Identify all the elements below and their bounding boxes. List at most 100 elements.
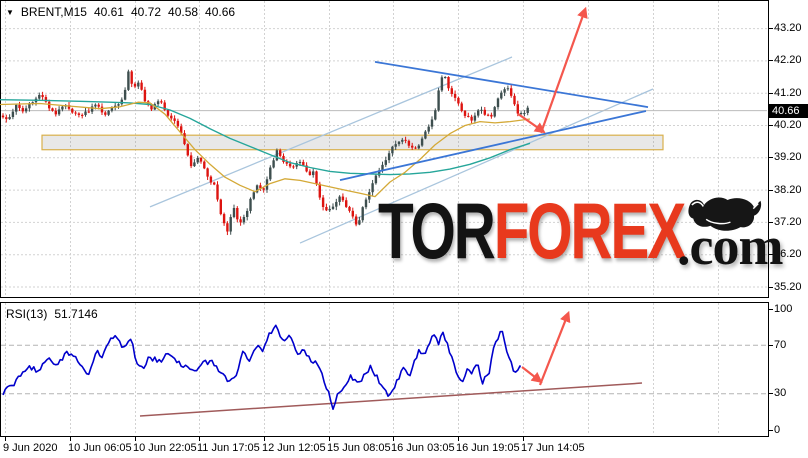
candle-body (440, 77, 444, 91)
rsi-indicator-panel[interactable]: RSI(13) 51.7146 (0, 302, 769, 437)
candle-body (378, 170, 381, 176)
candle-body (156, 101, 160, 105)
candle-body (473, 115, 477, 121)
candle-body (239, 219, 242, 223)
candle-body (262, 188, 265, 190)
main-chart-panel[interactable]: ▼ BRENT,M15 40.61 40.72 40.58 40.66 TORF… (0, 0, 783, 298)
time-tick-label: 17 Jun 14:05 (521, 442, 585, 454)
time-tick-mark (70, 437, 71, 441)
time-tick-label: 10 Jun 06:05 (68, 442, 132, 454)
candle-body (189, 155, 193, 167)
price-axis[interactable]: 43.20 42.20 41.20 40.20 39.20 38.20 37.20 36.20… (769, 0, 808, 298)
bullish-projection-arrow[interactable] (539, 6, 588, 134)
candle-body (308, 171, 312, 176)
candle-body (90, 106, 94, 112)
candle-body (28, 103, 31, 109)
candle-body (427, 126, 430, 132)
candle-body (160, 101, 163, 103)
candle-body (229, 217, 232, 232)
time-tick-mark (523, 437, 524, 441)
candle-body (414, 147, 417, 149)
candle-body (483, 109, 486, 115)
candle-body (54, 110, 57, 115)
symbol-timeframe-label: BRENT,M15 (20, 5, 87, 19)
candle-body (434, 110, 437, 120)
candle-body (127, 71, 130, 90)
candle-body (5, 117, 8, 120)
candle-body (242, 216, 246, 223)
price-tick-mark (769, 221, 773, 223)
rsi-tick-mark (769, 308, 773, 310)
candle-body (57, 109, 61, 115)
time-tick-label: 12 Jun 12:05 (262, 442, 326, 454)
candle-body (282, 155, 285, 162)
candle-body (420, 138, 424, 146)
pullback-arrow[interactable] (517, 112, 546, 134)
rsi-tick-label: 70 (774, 338, 787, 351)
candle-body (490, 114, 493, 117)
candle-body (143, 89, 147, 102)
time-tick-label: 15 Jun 08:05 (327, 442, 391, 454)
candle-body (226, 223, 229, 232)
candle-body (500, 92, 503, 99)
rsi-tick-label: 30 (774, 387, 787, 400)
candle-body (480, 109, 483, 111)
candle-body (255, 185, 259, 193)
candle-body (183, 133, 186, 145)
rsi-tick-mark (769, 429, 773, 431)
candle-body (180, 126, 183, 134)
candle-body (163, 102, 166, 110)
rsi-projection-arrow[interactable] (538, 310, 571, 386)
candle-body (374, 175, 378, 184)
candle-body (67, 105, 71, 109)
rsi-tick-label: 100 (774, 302, 793, 315)
candle-body (486, 114, 490, 116)
candle-body (453, 93, 457, 98)
candle-body (496, 98, 500, 108)
rsi-pullback-arrow[interactable] (521, 366, 543, 384)
rsi-scale-axis[interactable]: 100 70 30 0 (769, 302, 808, 437)
candle-body (493, 107, 496, 117)
candle-body (318, 183, 321, 198)
candle-body (246, 210, 249, 217)
candle-body (354, 216, 358, 225)
candle-body (401, 139, 404, 142)
rsi-indicator-label: RSI(13) (6, 307, 48, 321)
support-zone-band[interactable] (41, 134, 664, 151)
candle-body (176, 120, 180, 127)
time-tick-mark (264, 437, 265, 441)
candle-body (298, 161, 302, 164)
rsi-chart-canvas[interactable] (0, 302, 769, 437)
rsi-support-trendline[interactable] (139, 382, 643, 417)
candle-body (74, 112, 77, 114)
candle-body (21, 108, 24, 112)
candle-body (394, 144, 397, 147)
price-chart-canvas[interactable] (0, 0, 769, 298)
candlestick-series (1, 69, 529, 236)
price-tick-label: 41.20 (774, 86, 802, 99)
candle-body (170, 115, 173, 119)
time-tick-mark (199, 437, 200, 441)
candle-body (81, 114, 84, 116)
candle-body (437, 90, 440, 111)
candle-body (345, 200, 348, 207)
wedge-support-line[interactable] (339, 110, 647, 181)
wedge-resistance-line[interactable] (374, 60, 649, 108)
candle-body (269, 167, 272, 180)
candle-body (275, 150, 279, 161)
watermark-forex: FOREX (493, 185, 687, 275)
candle-body (444, 77, 447, 79)
price-tick-mark (769, 60, 773, 62)
time-axis[interactable]: 9 Jun 2020 10 Jun 06:05 10 Jun 22:05 11 Jun… (0, 437, 808, 458)
candle-body (87, 111, 90, 113)
current-price-badge: 40.66 (769, 103, 808, 118)
candle-body (387, 153, 391, 161)
candle-body (364, 199, 368, 208)
ascending-channel-line-2[interactable] (299, 88, 654, 244)
candle-body (107, 110, 110, 115)
candle-body (312, 171, 315, 176)
symbol-dropdown-icon[interactable]: ▼ (6, 8, 14, 17)
time-tick-label: 9 Jun 2020 (3, 442, 58, 454)
candle-body (457, 97, 460, 104)
